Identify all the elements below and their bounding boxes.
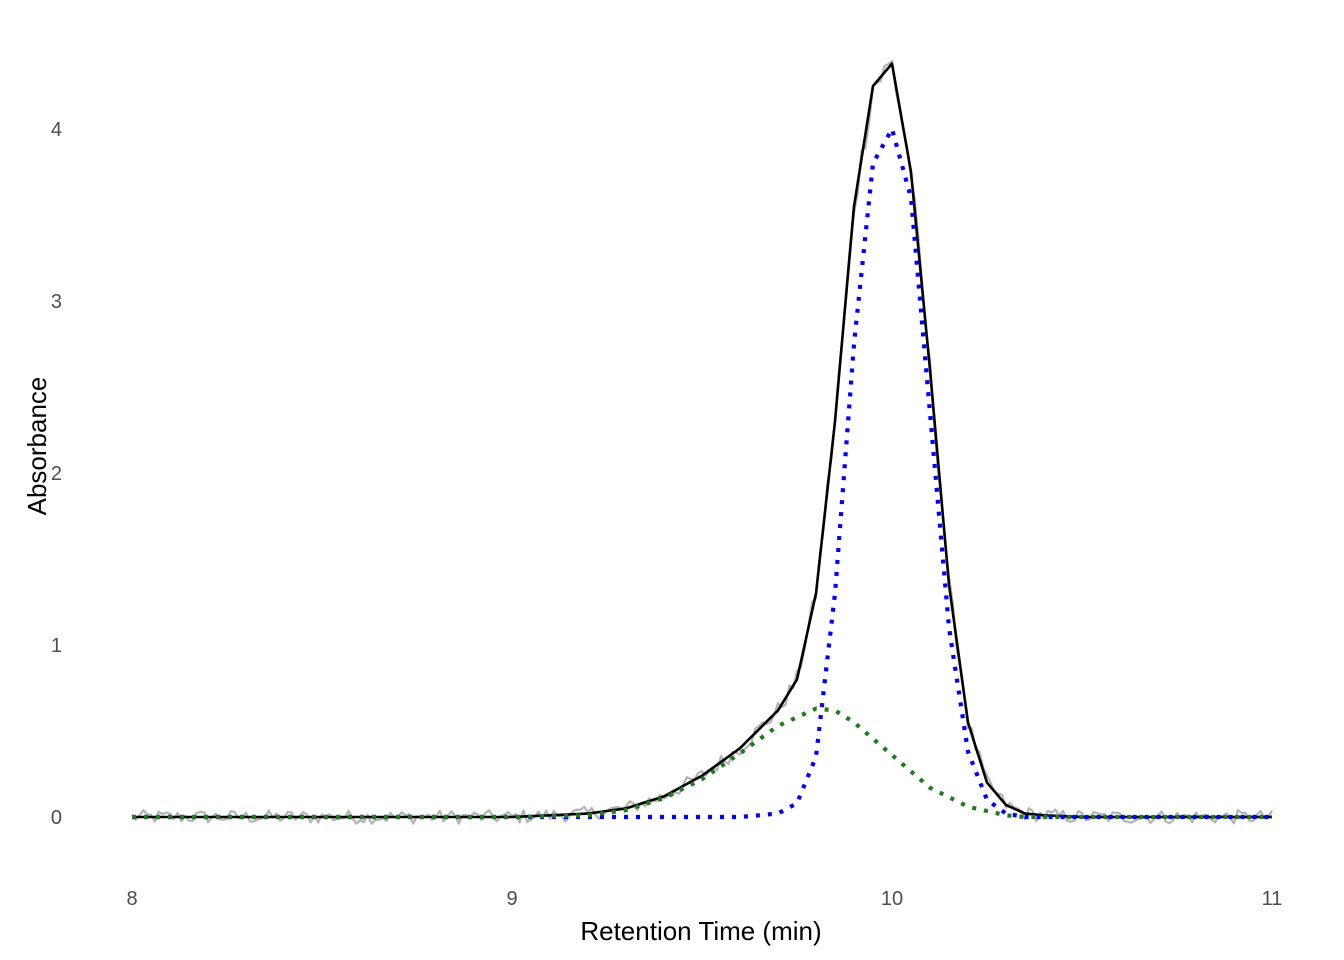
fitted-total-line [132, 62, 1272, 819]
y-tick-label: 0 [51, 807, 62, 829]
x-axis-title: Retention Time (min) [580, 916, 821, 946]
component-peak-line-3 [131, 706, 1273, 820]
x-tick-label: 10 [881, 888, 903, 910]
observed-signal-line [131, 60, 1273, 825]
y-tick-label: 3 [51, 291, 62, 313]
component-peak-line-2 [131, 126, 1273, 820]
y-axis-title: Absorbance [22, 377, 52, 516]
y-tick-label: 1 [51, 635, 62, 657]
x-tick-label: 9 [506, 888, 517, 910]
series-layer [131, 60, 1273, 825]
y-tick-label: 2 [51, 463, 62, 485]
y-tick-label: 4 [51, 119, 62, 141]
x-tick-label: 8 [126, 888, 137, 910]
x-tick-label: 11 [1262, 888, 1283, 910]
x-axis-ticks: 8 9 10 11 [126, 888, 1282, 910]
y-axis-ticks: 0 1 2 3 4 [51, 119, 62, 829]
